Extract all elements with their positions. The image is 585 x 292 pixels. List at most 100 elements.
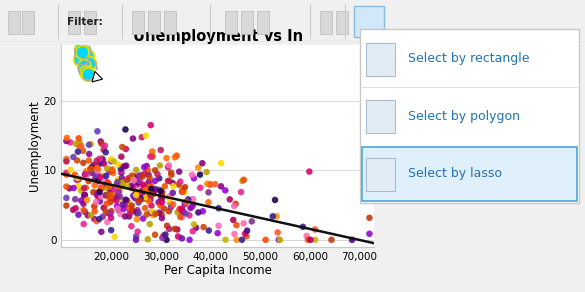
Point <box>118 202 128 207</box>
Point <box>93 179 102 184</box>
Point <box>146 193 155 197</box>
Point <box>127 183 136 188</box>
Point <box>97 230 106 234</box>
Title: Unemployment vs In: Unemployment vs In <box>133 29 303 44</box>
Point <box>194 165 203 170</box>
Point <box>112 204 122 209</box>
Point <box>98 156 107 161</box>
Point <box>110 234 119 239</box>
Point <box>191 225 201 230</box>
Point <box>137 174 147 179</box>
Point <box>91 177 100 181</box>
Point <box>131 177 140 182</box>
Bar <box>8 11 20 34</box>
Point <box>116 212 125 216</box>
Point <box>92 219 101 223</box>
Bar <box>84 11 96 34</box>
Point <box>180 200 190 205</box>
Point <box>74 177 83 182</box>
Point <box>236 190 246 194</box>
Point <box>106 209 116 213</box>
Point <box>129 177 138 182</box>
Point <box>110 187 119 192</box>
Point <box>101 193 111 197</box>
Point <box>137 135 146 140</box>
Point <box>90 204 99 208</box>
Point <box>97 185 106 190</box>
Point <box>90 177 99 182</box>
Point <box>78 149 88 153</box>
Point <box>306 237 315 242</box>
Point <box>131 237 140 242</box>
Point <box>116 171 126 175</box>
Bar <box>68 11 80 34</box>
Point <box>159 233 168 238</box>
Point <box>238 179 247 183</box>
Point <box>132 210 141 215</box>
Point <box>157 235 167 240</box>
Point <box>97 194 106 199</box>
Point <box>81 51 90 56</box>
Point <box>145 222 154 226</box>
Point <box>84 152 94 156</box>
Point <box>104 192 113 197</box>
Point <box>365 215 374 220</box>
Point <box>98 214 108 219</box>
Point <box>106 228 116 232</box>
Point <box>101 150 111 155</box>
Point <box>128 208 137 212</box>
Point <box>147 203 156 208</box>
Point <box>188 229 197 234</box>
Point <box>133 208 142 213</box>
Point <box>83 213 92 218</box>
Point <box>174 182 183 187</box>
Point <box>118 180 127 185</box>
Point <box>78 50 87 55</box>
Point <box>129 174 138 178</box>
Bar <box>164 11 176 34</box>
Point <box>74 212 83 217</box>
Point <box>109 196 119 201</box>
Point <box>180 190 189 194</box>
Point <box>107 168 116 173</box>
Point <box>99 206 108 210</box>
Point <box>140 171 149 176</box>
Point <box>125 212 135 216</box>
Point <box>112 181 122 186</box>
Point <box>146 192 156 197</box>
Point <box>113 179 123 184</box>
Point <box>187 173 197 177</box>
Point <box>134 174 143 178</box>
Point <box>86 167 95 172</box>
Point <box>189 222 198 227</box>
Point <box>189 176 198 181</box>
Point <box>99 176 108 181</box>
Point <box>166 201 175 206</box>
Point <box>165 194 174 199</box>
Point <box>102 166 112 171</box>
Point <box>118 164 127 169</box>
Point <box>93 193 102 198</box>
Point <box>144 190 154 194</box>
Point <box>105 196 114 200</box>
Point <box>168 181 177 185</box>
Point <box>62 135 71 140</box>
Point <box>114 190 123 194</box>
Text: Select by lasso: Select by lasso <box>408 168 502 180</box>
Point <box>162 156 171 161</box>
Point <box>205 182 215 186</box>
Point <box>116 154 126 159</box>
Point <box>65 186 74 191</box>
Point <box>61 196 71 200</box>
Point <box>108 171 118 175</box>
Point <box>213 231 222 235</box>
Point <box>126 206 136 211</box>
Point <box>135 179 144 184</box>
Bar <box>320 11 332 34</box>
Point <box>106 200 115 204</box>
Point <box>132 217 142 222</box>
Point <box>202 170 211 174</box>
Point <box>106 157 116 161</box>
Point <box>231 201 240 206</box>
Point <box>61 139 71 143</box>
